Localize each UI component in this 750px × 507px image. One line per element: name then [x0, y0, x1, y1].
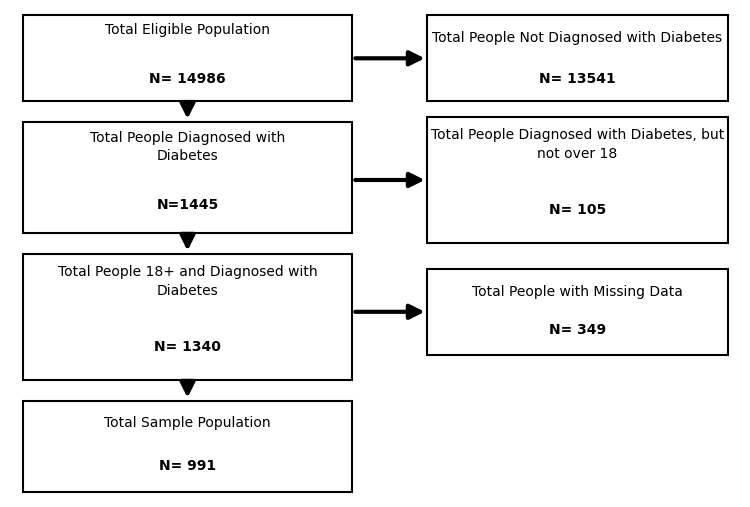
- Text: N= 14986: N= 14986: [149, 71, 226, 86]
- Text: Total People Not Diagnosed with Diabetes: Total People Not Diagnosed with Diabetes: [433, 31, 722, 45]
- Bar: [22, 254, 352, 380]
- Text: Total People Diagnosed with
Diabetes: Total People Diagnosed with Diabetes: [90, 131, 285, 163]
- Bar: [427, 117, 728, 243]
- Bar: [22, 15, 352, 101]
- Bar: [427, 15, 728, 101]
- Text: Total People with Missing Data: Total People with Missing Data: [472, 284, 683, 299]
- Bar: [427, 269, 728, 355]
- Text: N= 1340: N= 1340: [154, 340, 221, 354]
- Text: Total Eligible Population: Total Eligible Population: [105, 23, 270, 38]
- Text: N= 13541: N= 13541: [539, 71, 616, 86]
- Bar: [22, 122, 352, 233]
- Text: N= 105: N= 105: [549, 203, 606, 218]
- Text: Total People Diagnosed with Diabetes, but
not over 18: Total People Diagnosed with Diabetes, bu…: [430, 128, 724, 161]
- Text: N= 349: N= 349: [549, 322, 606, 337]
- Text: Total People 18+ and Diagnosed with
Diabetes: Total People 18+ and Diagnosed with Diab…: [58, 265, 317, 298]
- Text: Total Sample Population: Total Sample Population: [104, 416, 271, 430]
- Text: N=1445: N=1445: [156, 198, 219, 212]
- Bar: [22, 401, 352, 492]
- Text: N= 991: N= 991: [159, 459, 216, 474]
